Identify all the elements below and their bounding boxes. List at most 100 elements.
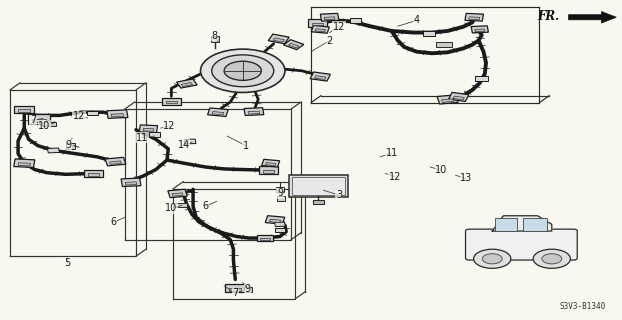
Text: 9: 9	[244, 284, 251, 294]
Circle shape	[224, 61, 261, 80]
Bar	[276, 187, 284, 192]
Circle shape	[482, 254, 502, 264]
Bar	[275, 222, 285, 227]
Bar	[47, 148, 59, 153]
Bar	[177, 79, 197, 88]
Bar	[268, 34, 289, 44]
Bar	[162, 98, 180, 105]
Text: 1: 1	[243, 141, 249, 151]
Bar	[28, 115, 50, 124]
Text: S3V3-B1340: S3V3-B1340	[560, 302, 606, 311]
Bar	[39, 120, 50, 124]
Bar	[263, 170, 274, 173]
Circle shape	[473, 249, 511, 268]
Bar	[14, 159, 35, 167]
Bar	[244, 287, 252, 292]
Bar	[111, 114, 124, 117]
Bar	[88, 173, 100, 176]
Text: 6: 6	[202, 201, 208, 211]
Text: 14: 14	[178, 140, 190, 150]
Bar	[211, 36, 218, 42]
Circle shape	[542, 254, 562, 264]
Bar	[121, 178, 141, 187]
Text: 11: 11	[136, 133, 148, 143]
Text: 9: 9	[277, 188, 283, 198]
Bar	[230, 288, 241, 291]
Bar	[66, 143, 75, 148]
Bar	[313, 200, 324, 204]
Bar	[260, 238, 270, 240]
Bar	[424, 31, 435, 36]
Text: 7: 7	[30, 115, 36, 125]
Bar	[85, 170, 103, 177]
Bar	[453, 96, 465, 100]
Bar	[448, 92, 469, 101]
Bar	[244, 108, 264, 116]
Bar	[32, 119, 46, 122]
Bar	[225, 284, 245, 292]
Circle shape	[200, 49, 285, 92]
Bar	[465, 13, 483, 21]
Bar	[265, 216, 285, 224]
Bar	[437, 95, 458, 104]
Bar	[312, 23, 323, 26]
Bar	[259, 166, 278, 174]
Polygon shape	[492, 216, 552, 231]
Bar	[184, 139, 196, 144]
FancyBboxPatch shape	[289, 175, 348, 197]
Bar	[47, 122, 57, 127]
Text: 8: 8	[211, 31, 218, 41]
Polygon shape	[569, 12, 616, 23]
Text: 5: 5	[64, 258, 70, 268]
Text: 2: 2	[327, 36, 333, 45]
Bar	[149, 132, 160, 137]
Text: 9: 9	[65, 140, 72, 150]
Bar	[143, 128, 154, 131]
Bar	[315, 29, 325, 32]
Bar	[273, 38, 284, 42]
Bar	[269, 219, 281, 223]
Bar	[172, 193, 183, 196]
Bar	[174, 203, 187, 207]
Bar	[42, 122, 56, 125]
Bar	[284, 40, 304, 50]
Bar	[181, 83, 193, 86]
Text: 7: 7	[232, 288, 238, 298]
Bar	[266, 163, 276, 166]
Bar	[311, 26, 329, 33]
FancyBboxPatch shape	[494, 218, 517, 231]
Bar	[107, 110, 128, 118]
Bar	[17, 109, 30, 112]
Bar	[308, 19, 327, 27]
Bar	[469, 17, 480, 20]
Bar	[105, 157, 126, 166]
Bar	[168, 189, 187, 198]
Text: FR.: FR.	[537, 10, 560, 23]
Bar	[14, 106, 34, 114]
Bar	[471, 26, 488, 33]
FancyBboxPatch shape	[292, 177, 345, 195]
Bar	[475, 76, 488, 81]
Text: 3: 3	[336, 190, 342, 200]
Bar	[212, 112, 224, 115]
Text: 11: 11	[386, 148, 398, 158]
Text: 12: 12	[333, 22, 345, 32]
Bar	[315, 76, 326, 79]
Bar	[320, 13, 339, 21]
Bar	[275, 228, 285, 232]
Bar	[125, 182, 137, 185]
Text: 10: 10	[435, 165, 447, 175]
Bar	[442, 99, 453, 102]
Bar	[208, 108, 228, 116]
Bar	[289, 43, 299, 48]
Bar	[475, 29, 485, 32]
Bar	[350, 18, 361, 23]
Bar	[277, 196, 285, 201]
Bar	[109, 161, 121, 164]
FancyBboxPatch shape	[465, 229, 577, 260]
Text: 10: 10	[38, 121, 50, 131]
Text: 4: 4	[414, 15, 420, 26]
Text: 12: 12	[73, 111, 85, 121]
Bar	[324, 17, 335, 20]
Bar	[248, 111, 259, 114]
